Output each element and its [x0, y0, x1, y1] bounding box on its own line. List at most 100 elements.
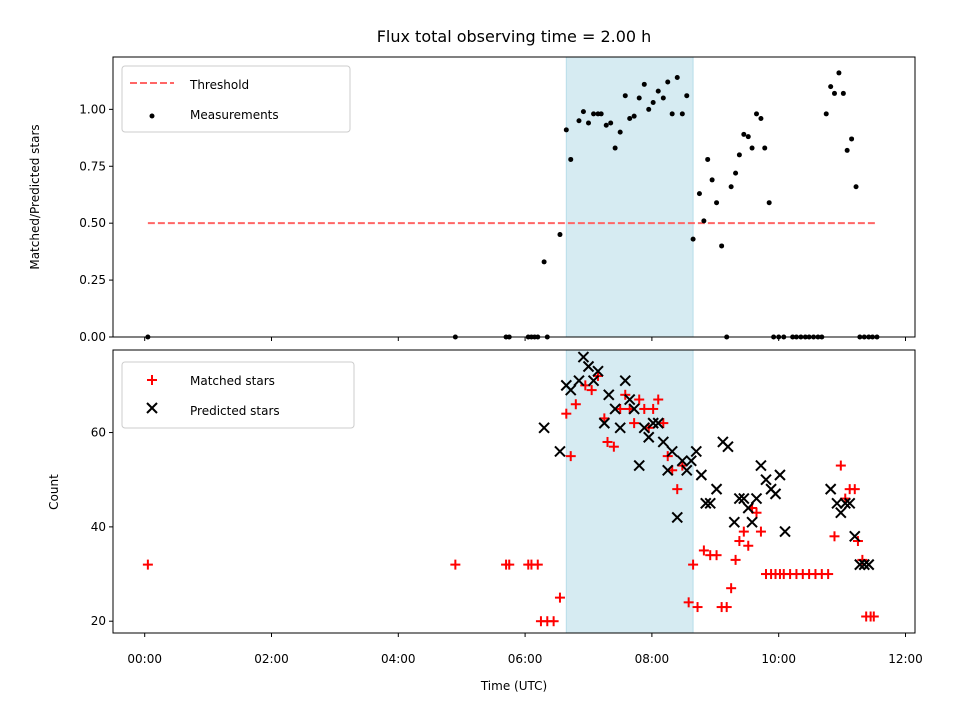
- matched-star-point: [570, 399, 581, 410]
- measurement-point: [641, 81, 647, 87]
- measurement-point: [636, 95, 642, 101]
- predicted-star-point: [633, 459, 645, 472]
- x-tick-label: 02:00: [254, 652, 289, 666]
- predicted-star-point: [849, 530, 861, 543]
- predicted-star-point: [657, 436, 670, 448]
- chart-title: Flux total observing time = 2.00 h: [377, 27, 652, 46]
- measurement-point: [690, 236, 696, 242]
- predicted-star-point: [573, 374, 585, 387]
- measurement-point: [612, 145, 618, 151]
- top-y-tick-label: 0.75: [79, 159, 106, 173]
- legend-threshold-label: Threshold: [189, 78, 249, 92]
- measurement-point: [828, 84, 834, 90]
- measurement-point: [766, 200, 772, 206]
- matched-star-point: [672, 484, 683, 495]
- measurement-point: [741, 131, 747, 137]
- top-legend-box: [121, 65, 351, 133]
- matched-star-point: [688, 559, 699, 570]
- matched-star-point: [849, 484, 860, 495]
- predicted-star-point: [614, 422, 626, 434]
- predicted-star-point: [619, 374, 631, 387]
- matched-star-point: [504, 559, 515, 570]
- predicted-star-point: [623, 393, 636, 406]
- measurement-point: [568, 156, 574, 162]
- matched-star-point: [629, 418, 640, 429]
- measurement-point: [660, 95, 666, 101]
- measurement-point: [608, 120, 614, 126]
- measurement-point: [754, 111, 760, 117]
- matched-star-point: [743, 540, 754, 551]
- predicted-star-point: [647, 417, 659, 429]
- measurement-point: [733, 170, 739, 176]
- top-axes-frame: [112, 56, 916, 338]
- matched-star-point: [726, 583, 737, 594]
- predicted-star-point: [565, 384, 577, 396]
- predicted-star-point: [779, 525, 791, 538]
- predicted-star-point: [587, 374, 600, 387]
- matched-star-point: [639, 403, 650, 414]
- measurement-point: [669, 111, 675, 117]
- top-legend: Threshold Measurements: [121, 65, 351, 133]
- legend-predicted-swatch: [146, 402, 158, 414]
- top-x-ticks: [144, 337, 906, 341]
- measurement-point: [580, 109, 586, 115]
- measurement-point: [563, 127, 569, 133]
- x-tick-label: 12:00: [888, 652, 923, 666]
- legend-measurements-label: Measurements: [190, 108, 279, 122]
- predicted-star-point: [750, 492, 763, 505]
- predicted-star-point: [666, 445, 678, 458]
- measurement-point: [709, 177, 715, 183]
- predicted-star-point: [746, 516, 758, 528]
- matched-star-point: [829, 531, 840, 542]
- legend-matched-swatch: [147, 375, 157, 385]
- measurement-point: [714, 200, 720, 206]
- predicted-star-point: [652, 417, 664, 429]
- measurement-point: [831, 90, 837, 96]
- matched-star-point: [823, 569, 834, 580]
- measurement-point: [631, 113, 637, 119]
- bottom-axes: 20 40 60 00:00 02:00 04:00 06:00 08:00 10:00 12:…: [47, 349, 923, 693]
- top-y-tick-label: 0.00: [79, 330, 106, 344]
- bottom-axes-frame: [112, 349, 916, 634]
- matched-star-point: [532, 559, 543, 570]
- measurement-point: [696, 191, 702, 197]
- predicted-star-point: [863, 558, 875, 571]
- measurement-point: [823, 111, 829, 117]
- matched-star-point: [730, 554, 741, 565]
- measurement-point: [719, 243, 725, 249]
- measurement-point: [622, 93, 628, 99]
- matched-star-point: [755, 526, 766, 537]
- measurement-point: [728, 184, 734, 190]
- measurement-point: [749, 145, 755, 151]
- measurement-point: [557, 232, 563, 238]
- x-tick-label: 00:00: [127, 652, 162, 666]
- matched-star-point: [561, 408, 572, 419]
- predicted-star-point: [685, 455, 697, 467]
- matched-star-point: [565, 451, 576, 462]
- predicted-star-point: [538, 422, 550, 434]
- matched-star-point: [602, 436, 613, 447]
- predicted-star-point: [681, 464, 693, 476]
- predicted-star-point: [755, 459, 767, 472]
- predicted-star-point: [638, 422, 650, 434]
- predicted-star-point: [835, 507, 847, 519]
- measurement-point: [705, 156, 711, 162]
- predicted-star-point: [662, 464, 674, 476]
- predicted-star-point: [592, 365, 604, 377]
- matched-star-point: [615, 403, 626, 414]
- predicted-star-point: [843, 497, 856, 509]
- measurement-point: [585, 120, 591, 126]
- matched-star-point: [548, 616, 559, 627]
- matched-star-point: [586, 385, 597, 396]
- bottom-shaded-span: [565, 349, 694, 634]
- matched-star-point: [734, 536, 745, 547]
- predicted-star-point: [839, 497, 851, 509]
- matched-star-point: [634, 394, 645, 405]
- predicted-star-point: [643, 431, 655, 443]
- measurement-point: [541, 259, 547, 265]
- matched-star-point: [835, 460, 846, 471]
- top-y-tick-label: 1.00: [79, 102, 106, 116]
- legend-matched-label: Matched stars: [190, 374, 275, 388]
- measurement-point: [762, 145, 768, 151]
